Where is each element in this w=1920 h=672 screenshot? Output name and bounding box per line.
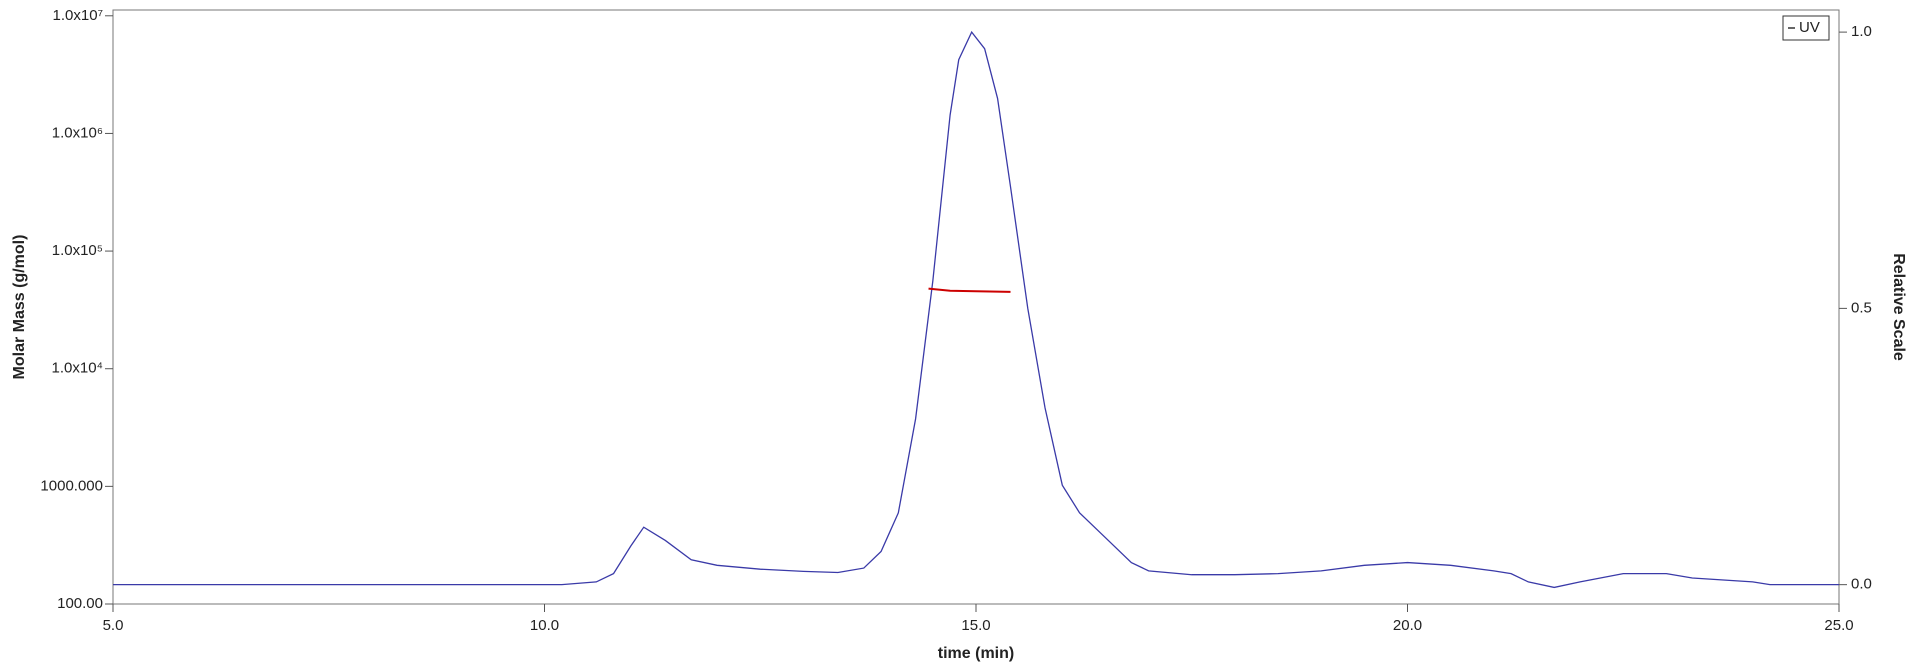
x-tick-label: 15.0	[961, 617, 990, 634]
legend-label: UV	[1799, 19, 1820, 36]
y-tick-label: 1.0x10⁷	[53, 7, 103, 24]
y-tick-label: 1.0x10⁵	[52, 242, 103, 259]
line-series	[113, 30, 1839, 589]
line-series	[928, 287, 1011, 293]
y-axis-label: Molar Mass (g/mol)	[11, 235, 28, 380]
y-tick-label: 1.0x10⁴	[52, 360, 103, 377]
y2-tick-label: 0.5	[1851, 299, 1872, 316]
x-axis-label: time (min)	[938, 645, 1014, 662]
x-tick-label: 10.0	[530, 617, 559, 634]
y2-tick-label: 0.0	[1851, 576, 1872, 593]
y-tick-label: 100.00	[57, 595, 103, 612]
y2-tick-label: 1.0	[1851, 23, 1872, 40]
x-tick-label: 20.0	[1393, 617, 1422, 634]
x-tick-label: 25.0	[1824, 617, 1853, 634]
y2-axis-label: Relative Scale	[1890, 253, 1907, 361]
y-tick-label: 1000.000	[40, 477, 103, 494]
y-tick-label: 1.0x10⁶	[52, 124, 103, 141]
x-tick-label: 5.0	[103, 617, 124, 634]
plot-frame	[112, 9, 1840, 605]
